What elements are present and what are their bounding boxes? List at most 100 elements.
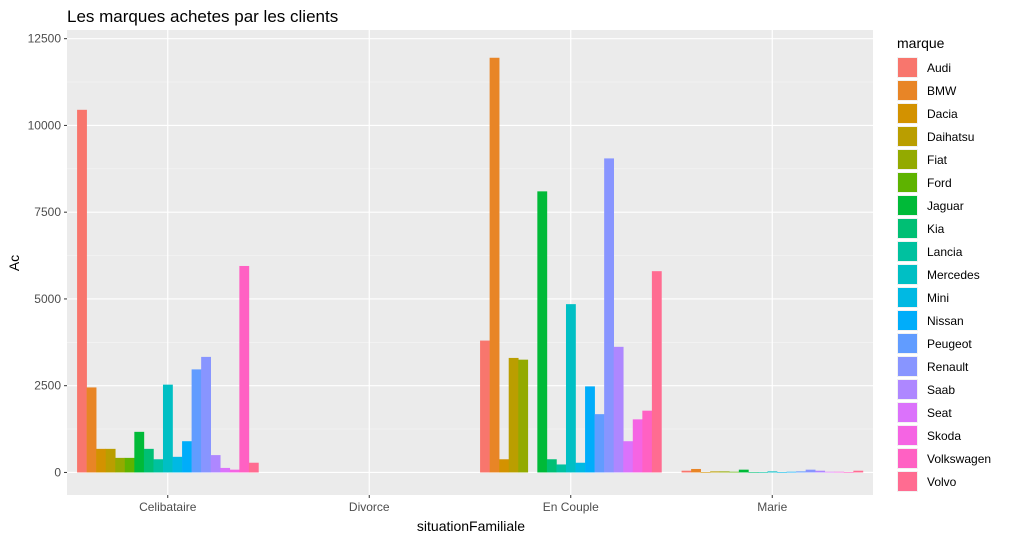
legend-key-renault <box>898 357 917 376</box>
legend-key-fiat <box>898 150 917 169</box>
legend-title: marque <box>897 35 945 51</box>
bar-volvo-marie <box>853 470 864 473</box>
bar-daihatsu-en-couple <box>508 357 519 473</box>
bar-saab-en-couple <box>613 346 624 473</box>
bar-kia-celibataire <box>143 448 154 473</box>
bar-lancia-en-couple <box>556 464 567 473</box>
legend-label-mini: Mini <box>927 291 949 305</box>
y-tick-label: 5000 <box>34 292 61 306</box>
legend-label-peugeot: Peugeot <box>927 337 972 351</box>
bar-audi-celibataire <box>77 109 87 473</box>
x-tick-label: En Couple <box>543 500 599 514</box>
bar-ford-celibataire <box>124 457 135 473</box>
bar-dacia-celibataire <box>96 448 106 473</box>
bar-mini-marie <box>777 472 787 473</box>
x-tick-label: Divorce <box>349 500 390 514</box>
y-axis-title: Ac <box>6 255 22 271</box>
bar-jaguar-marie <box>738 469 749 473</box>
bar-seat-en-couple <box>623 441 634 473</box>
legend-key-mini <box>898 288 917 307</box>
bar-skoda-celibataire <box>229 469 240 473</box>
bar-jaguar-celibataire <box>134 431 145 473</box>
bar-volkswagen-marie <box>843 472 854 473</box>
legend-label-dacia: Dacia <box>927 107 958 121</box>
bar-saab-marie <box>815 470 826 473</box>
legend-label-skoda: Skoda <box>927 429 961 443</box>
bar-peugeot-celibataire <box>191 369 202 473</box>
bar-seat-celibataire <box>220 467 231 473</box>
legend: marque Audi BMW Dacia Daihatsu Fiat Ford Jagua… <box>897 35 991 492</box>
legend-key-lancia <box>898 242 917 261</box>
legend-key-nissan <box>898 311 917 330</box>
bar-peugeot-en-couple <box>594 414 605 473</box>
bar-volkswagen-celibataire <box>239 265 250 473</box>
y-tick-label: 2500 <box>34 379 61 393</box>
legend-label-volvo: Volvo <box>927 475 957 489</box>
legend-key-seat <box>898 403 917 422</box>
legend-label-mercedes: Mercedes <box>927 268 980 282</box>
legend-label-nissan: Nissan <box>927 314 964 328</box>
x-tick-label: Celibataire <box>139 500 197 514</box>
legend-key-jaguar <box>898 196 917 215</box>
legend-label-jaguar: Jaguar <box>927 199 964 213</box>
legend-key-skoda <box>898 426 917 445</box>
bar-renault-celibataire <box>201 356 211 473</box>
bar-lancia-marie <box>757 472 768 473</box>
bar-jaguar-en-couple <box>537 191 548 473</box>
bar-nissan-en-couple <box>585 386 595 473</box>
bar-volvo-en-couple <box>651 271 662 473</box>
legend-label-saab: Saab <box>927 383 955 397</box>
x-axis-title: situationFamiliale <box>417 518 525 534</box>
legend-label-renault: Renault <box>927 360 969 374</box>
bar-bmw-celibataire <box>86 387 97 473</box>
bar-peugeot-marie <box>796 471 806 473</box>
bar-volvo-celibataire <box>248 462 259 473</box>
bar-renault-en-couple <box>604 158 614 473</box>
legend-label-seat: Seat <box>927 406 952 420</box>
legend-key-saab <box>898 380 917 399</box>
legend-key-volvo <box>898 472 917 491</box>
x-tick-label: Marie <box>757 500 787 514</box>
legend-label-daihatsu: Daihatsu <box>927 130 974 144</box>
bar-bmw-en-couple <box>489 57 500 473</box>
legend-key-mercedes <box>898 265 917 284</box>
legend-label-ford: Ford <box>927 176 952 190</box>
bar-fiat-en-couple <box>518 359 529 473</box>
legend-key-bmw <box>898 81 917 100</box>
legend-key-daihatsu <box>898 127 917 146</box>
bar-mini-celibataire <box>172 456 183 473</box>
legend-key-peugeot <box>898 334 917 353</box>
legend-label-audi: Audi <box>927 61 951 75</box>
bar-saab-celibataire <box>210 455 221 473</box>
y-tick-label: 10000 <box>28 118 62 132</box>
bar-volkswagen-en-couple <box>642 410 653 473</box>
bar-fiat-celibataire <box>115 457 126 473</box>
y-tick-label: 12500 <box>28 32 62 46</box>
bar-daihatsu-marie <box>710 471 721 473</box>
bar-audi-marie <box>681 470 692 473</box>
legend-label-lancia: Lancia <box>927 245 963 259</box>
bar-renault-marie <box>805 469 816 473</box>
bar-skoda-marie <box>834 471 845 473</box>
bar-mercedes-celibataire <box>162 384 173 473</box>
bar-nissan-marie <box>786 471 797 473</box>
legend-key-audi <box>898 58 917 77</box>
legend-key-volkswagen <box>898 449 917 468</box>
bar-mini-en-couple <box>575 462 586 473</box>
bar-bmw-marie <box>691 468 701 473</box>
bar-seat-marie <box>824 471 835 473</box>
bar-mercedes-en-couple <box>565 304 576 473</box>
legend-key-ford <box>898 173 917 192</box>
bar-lancia-celibataire <box>153 459 164 473</box>
bar-dacia-marie <box>700 472 711 473</box>
legend-key-kia <box>898 219 917 238</box>
bar-mercedes-marie <box>767 471 778 473</box>
y-tick-label: 7500 <box>34 205 61 219</box>
bars <box>77 57 864 473</box>
legend-label-kia: Kia <box>927 222 945 236</box>
legend-label-fiat: Fiat <box>927 153 948 167</box>
bar-skoda-en-couple <box>632 419 643 473</box>
plot-panel <box>67 30 873 495</box>
legend-key-dacia <box>898 104 917 123</box>
